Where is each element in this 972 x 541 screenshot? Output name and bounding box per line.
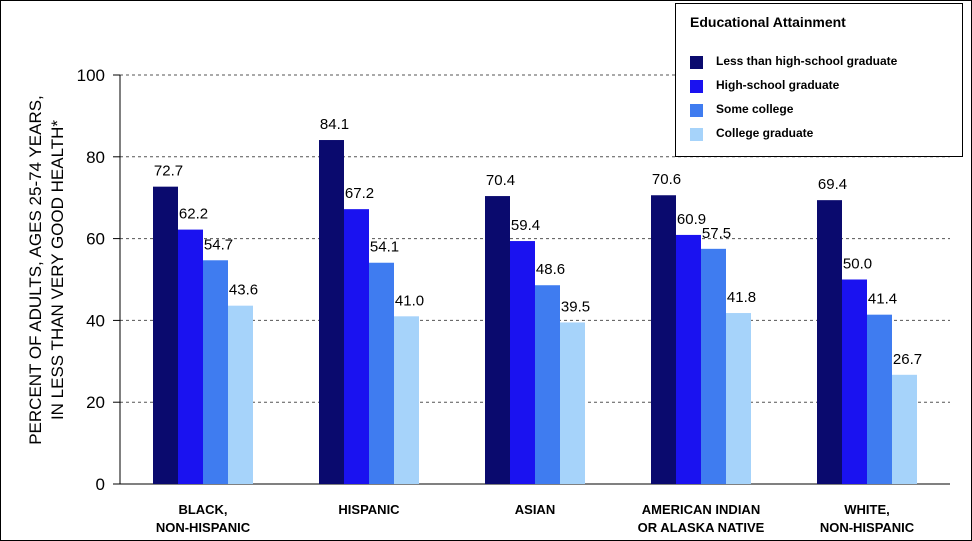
legend-swatch (690, 80, 703, 93)
bar (344, 209, 369, 485)
data-label: 69.4 (818, 176, 847, 193)
bar (228, 305, 253, 484)
y-tick-label: 20 (86, 393, 105, 412)
bar (153, 186, 178, 485)
data-label: 41.4 (868, 291, 897, 308)
bar (651, 195, 676, 484)
category-label: HISPANIC (338, 502, 400, 517)
legend-swatch (690, 128, 703, 141)
data-label: 84.1 (320, 116, 349, 133)
data-label: 26.7 (893, 351, 922, 368)
category-label: BLACK, (178, 502, 227, 517)
bar (485, 196, 510, 484)
data-label: 41.8 (727, 289, 756, 306)
legend-label: College graduate (716, 126, 814, 140)
data-label: 57.5 (702, 225, 731, 242)
bar (676, 234, 701, 484)
data-label: 41.0 (395, 292, 424, 309)
bar (867, 314, 892, 484)
bar (319, 140, 344, 484)
legend-title: Educational Attainment (690, 14, 846, 30)
data-label: 54.7 (204, 236, 233, 253)
legend-swatch (690, 56, 703, 69)
bar (842, 279, 867, 484)
data-label: 70.6 (652, 171, 681, 188)
data-label: 39.5 (561, 298, 590, 315)
bar (817, 200, 842, 485)
bar (701, 248, 726, 484)
y-tick-label: 40 (86, 311, 105, 330)
data-label: 48.6 (536, 261, 565, 278)
data-label: 67.2 (345, 185, 374, 202)
y-tick-label: 80 (86, 148, 105, 167)
y-tick-label: 60 (86, 230, 105, 249)
data-label: 60.9 (677, 211, 706, 228)
data-label: 50.0 (843, 256, 872, 273)
bar (203, 260, 228, 484)
category-label: OR ALASKA NATIVE (638, 520, 765, 535)
data-label: 72.7 (154, 163, 183, 180)
bar (178, 229, 203, 484)
legend: Educational Attainment Less than high-sc… (675, 3, 963, 157)
data-label: 62.2 (179, 206, 208, 223)
y-tick-label: 100 (77, 66, 105, 85)
category-label: AMERICAN INDIAN (642, 502, 760, 517)
category-label: ASIAN (515, 502, 555, 517)
data-label: 43.6 (229, 282, 258, 299)
bar (726, 313, 751, 484)
bar (394, 316, 419, 484)
bar (369, 262, 394, 484)
category-label: NON-HISPANIC (156, 520, 251, 535)
legend-label: High-school graduate (716, 78, 840, 92)
category-label: NON-HISPANIC (820, 520, 915, 535)
legend-label: Less than high-school graduate (716, 54, 898, 68)
bar (892, 374, 917, 484)
bar (560, 322, 585, 484)
bar (510, 241, 535, 484)
category-label: WHITE, (844, 502, 890, 517)
data-label: 59.4 (511, 217, 540, 234)
y-tick-label: 0 (96, 475, 105, 494)
data-label: 54.1 (370, 239, 399, 256)
legend-label: Some college (716, 102, 794, 116)
legend-swatch (690, 104, 703, 117)
bar (535, 285, 560, 484)
data-label: 70.4 (486, 172, 515, 189)
